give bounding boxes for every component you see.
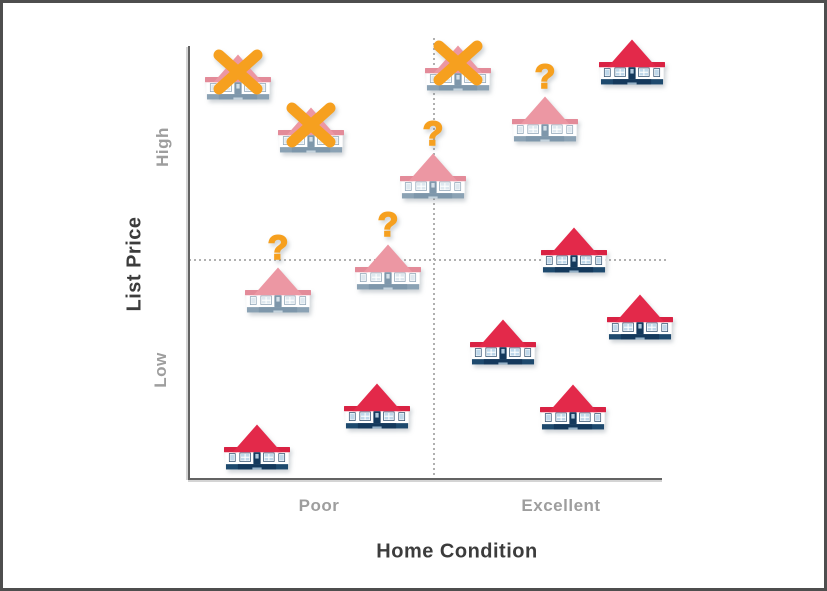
question-mark-house: ? [245,230,311,314]
house-icon [224,424,290,470]
house [541,226,607,274]
x-axis-line [188,478,662,480]
condition-midpoint-dotted-line [433,38,435,478]
house-icon [512,96,578,142]
y-tick-low: Low [151,352,170,388]
house-icon [607,294,673,340]
x-icon [213,49,263,95]
house [224,423,290,471]
question-mark-house: ? [512,59,578,143]
x-tick-poor: Poor [298,496,340,515]
y-axis-title: List Price [123,216,146,312]
y-axis-line [188,46,190,479]
house-icon [470,319,536,365]
question-icon: ? [534,58,556,96]
house-icon [245,267,311,313]
y-tick-high: High [153,127,172,167]
house [607,293,673,341]
house [344,382,410,430]
house [599,38,665,86]
house-icon [541,227,607,273]
question-icon: ? [267,229,289,267]
house-icon [344,383,410,429]
house [540,383,606,431]
crossed-out-house [205,49,271,101]
house-icon [400,153,466,199]
question-icon: ? [377,206,399,244]
x-icon [286,102,336,148]
house [470,318,536,366]
question-mark-house: ? [400,116,466,200]
house-icon [599,39,665,85]
crossed-out-house [425,40,491,92]
question-mark-house: ? [355,207,421,291]
price-midpoint-dotted-line [189,259,667,261]
house-icon [540,384,606,430]
x-icon [433,40,483,86]
x-tick-excellent: Excellent [521,496,601,515]
house-icon [355,244,421,290]
x-axis-title: Home Condition [376,540,538,563]
crossed-out-house [278,102,344,154]
question-icon: ? [422,115,444,153]
